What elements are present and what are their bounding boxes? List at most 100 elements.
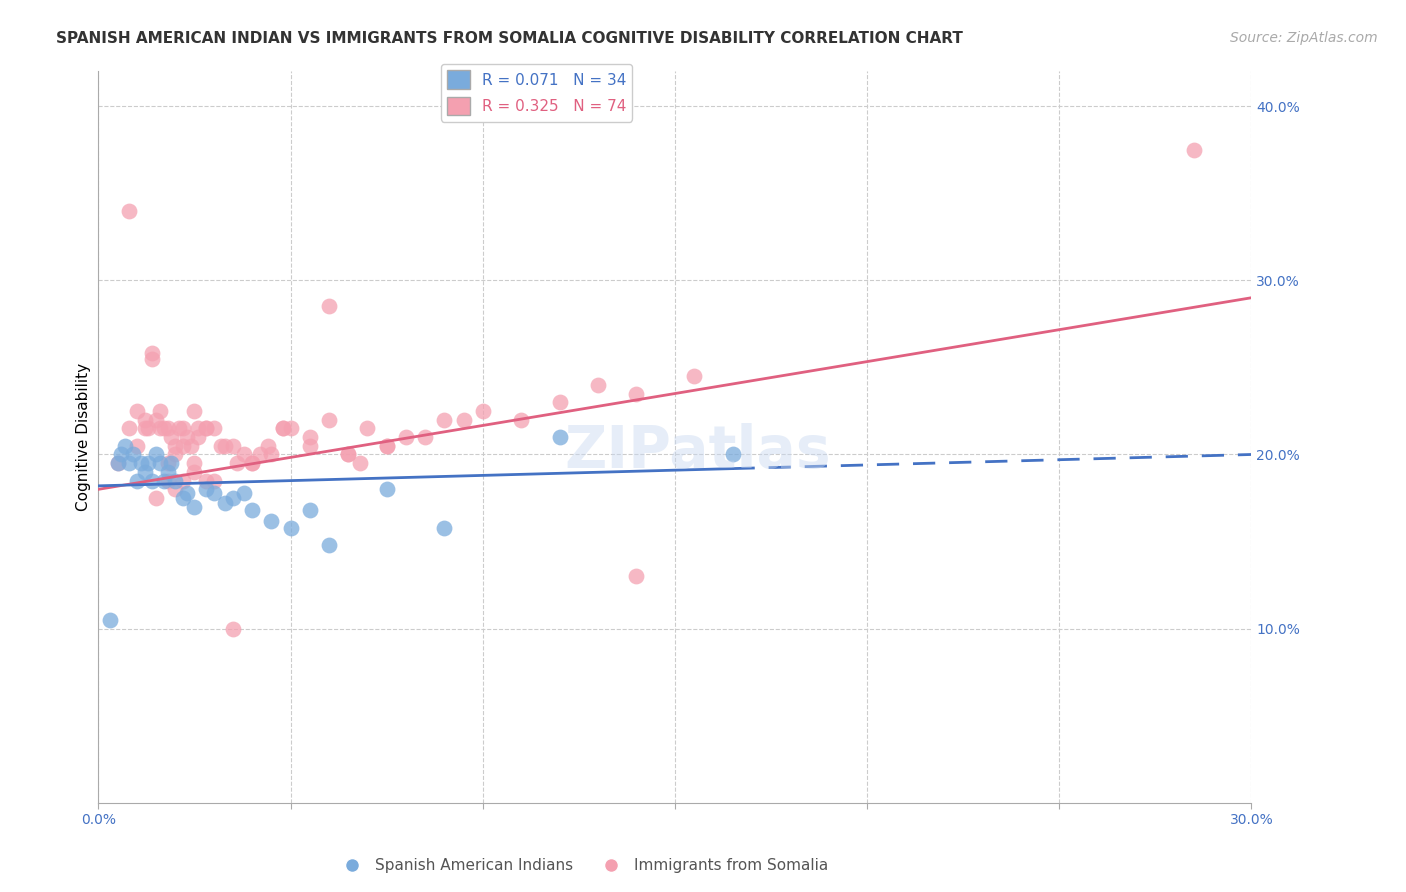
Point [145,491,167,505]
Point [453,412,475,426]
Point [172,491,194,505]
Point [195,421,218,435]
Point [214,496,236,510]
Point [683,369,706,384]
Point [122,448,145,462]
Point [209,439,232,453]
Point [202,474,225,488]
Point [141,346,163,360]
Point [375,439,398,453]
Point [240,456,263,470]
Point [156,474,179,488]
Point [256,439,278,453]
Point [433,521,456,535]
Point [433,412,456,426]
Point [395,430,418,444]
Point [375,483,398,497]
Point [165,448,187,462]
Point [176,485,198,500]
Point [249,448,271,462]
Y-axis label: Cognitive Disability: Cognitive Disability [76,363,91,511]
Text: Source: ZipAtlas.com: Source: ZipAtlas.com [1230,31,1378,45]
Point [195,483,218,497]
Point [98,613,121,627]
Point [271,421,294,435]
Point [110,448,132,462]
Point [260,514,283,528]
Point [1182,143,1205,157]
Point [721,448,744,462]
Point [152,474,174,488]
Point [271,421,294,435]
Point [183,456,205,470]
Text: ZIPatlas: ZIPatlas [565,423,831,480]
Point [548,430,571,444]
Point [165,474,187,488]
Point [145,412,167,426]
Legend: Spanish American Indians, Immigrants from Somalia: Spanish American Indians, Immigrants fro… [330,852,835,880]
Point [107,456,129,470]
Point [172,439,194,453]
Point [118,203,141,218]
Point [240,456,263,470]
Point [138,421,160,435]
Point [156,456,179,470]
Point [141,351,163,366]
Point [114,439,136,453]
Point [156,465,179,479]
Point [138,456,160,470]
Point [318,300,340,314]
Point [145,448,167,462]
Point [149,421,172,435]
Point [152,421,174,435]
Point [183,404,205,418]
Text: SPANISH AMERICAN INDIAN VS IMMIGRANTS FROM SOMALIA COGNITIVE DISABILITY CORRELAT: SPANISH AMERICAN INDIAN VS IMMIGRANTS FR… [56,31,963,46]
Point [337,448,360,462]
Point [510,412,533,426]
Point [118,456,141,470]
Point [195,474,218,488]
Point [118,421,141,435]
Point [165,483,187,497]
Point [149,404,172,418]
Point [134,421,156,435]
Point [172,474,194,488]
Point [337,448,360,462]
Point [375,439,398,453]
Point [471,404,494,418]
Point [180,439,202,453]
Point [195,421,218,435]
Point [318,538,340,552]
Point [176,430,198,444]
Point [141,474,163,488]
Point [349,456,371,470]
Point [125,474,148,488]
Point [187,421,209,435]
Point [156,421,179,435]
Point [125,404,148,418]
Point [222,622,245,636]
Point [222,491,245,505]
Point [202,485,225,500]
Point [183,500,205,514]
Point [548,395,571,409]
Point [134,465,156,479]
Point [149,456,172,470]
Point [413,430,436,444]
Point [167,421,190,435]
Point [160,430,183,444]
Point [298,430,321,444]
Point [134,412,156,426]
Point [280,421,302,435]
Point [260,448,283,462]
Point [318,412,340,426]
Point [240,503,263,517]
Point [225,456,247,470]
Point [125,439,148,453]
Point [280,521,302,535]
Point [233,448,256,462]
Point [129,456,152,470]
Point [298,503,321,517]
Point [160,456,183,470]
Point [222,439,245,453]
